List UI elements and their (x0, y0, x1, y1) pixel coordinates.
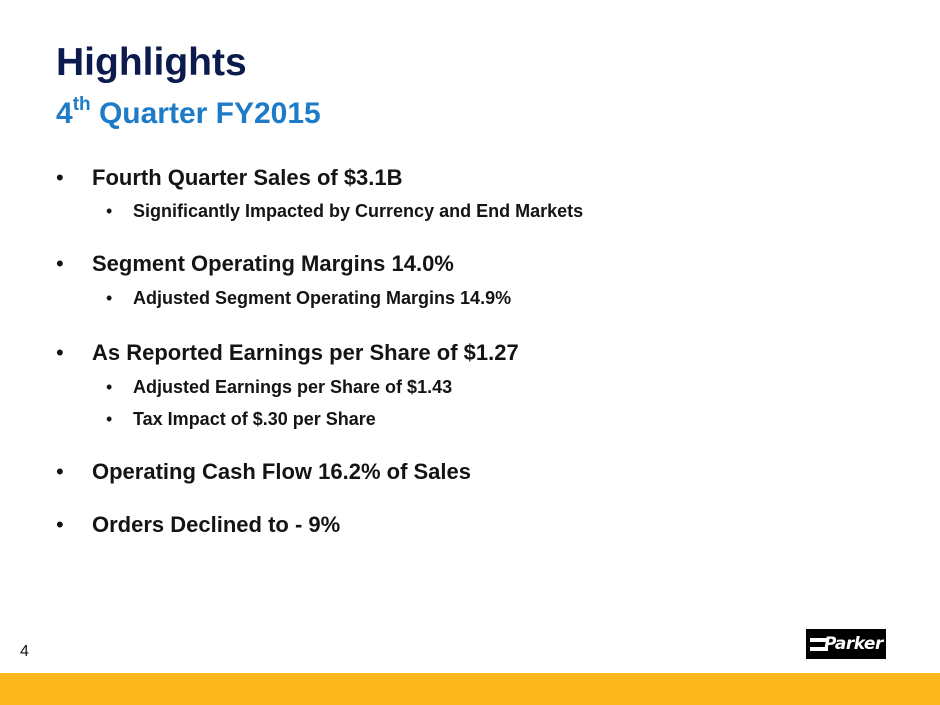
sub-bullet-item: • Adjusted Earnings per Share of $1.43 (106, 376, 452, 398)
subtitle-ordinal: th (72, 94, 91, 115)
sub-bullet-text: Adjusted Segment Operating Margins 14.9% (133, 288, 512, 308)
bullet-list: • Fourth Quarter Sales of $3.1B • Signific… (56, 165, 583, 538)
sub-bullet-text: Tax Impact of $.30 per Share (133, 409, 376, 429)
sub-bullet-item: • Adjusted Segment Operating Margins 14.9… (106, 287, 511, 309)
sub-bullet-item: • Significantly Impacted by Currency and … (106, 200, 583, 222)
bullet-marker: • (56, 251, 64, 276)
logo-wordmark: Parker (824, 634, 883, 654)
bullet-item: • Operating Cash Flow 16.2% of Sales (56, 459, 471, 485)
bullet-text: Fourth Quarter Sales of $3.1B (92, 165, 403, 190)
bullet-item: • Fourth Quarter Sales of $3.1B (56, 165, 403, 191)
subtitle-text: Quarter FY2015 (90, 97, 321, 130)
bullet-marker: • (56, 165, 64, 190)
bullet-marker: • (106, 409, 113, 429)
sub-bullet-text: Significantly Impacted by Currency and E… (133, 201, 584, 221)
sub-bullet-item: • Tax Impact of $.30 per Share (106, 408, 376, 430)
bullet-text: As Reported Earnings per Share of $1.27 (92, 340, 519, 365)
bullet-item: • As Reported Earnings per Share of $1.27 (56, 340, 519, 366)
sub-bullet-text: Adjusted Earnings per Share of $1.43 (133, 377, 453, 397)
logo-stripe (810, 638, 828, 642)
bullet-marker: • (56, 512, 64, 537)
bullet-text: Orders Declined to - 9% (92, 512, 341, 537)
bullet-marker: • (106, 288, 113, 308)
logo-stripe (810, 647, 828, 651)
slide-title: Highlights (56, 41, 247, 84)
bullet-marker: • (106, 377, 113, 397)
bullet-text: Operating Cash Flow 16.2% of Sales (92, 459, 471, 484)
slide-subtitle: 4th Quarter FY2015 (56, 89, 321, 132)
page-number: 4 (20, 643, 29, 660)
parker-logo: Parker (806, 629, 886, 659)
subtitle-number: 4 (56, 97, 73, 130)
bullet-item: • Segment Operating Margins 14.0% (56, 251, 454, 277)
bullet-marker: • (106, 201, 113, 221)
bullet-marker: • (56, 459, 64, 484)
bullet-item: • Orders Declined to - 9% (56, 512, 340, 538)
bullet-marker: • (56, 340, 64, 365)
bullet-text: Segment Operating Margins 14.0% (92, 251, 454, 276)
footer-bar (0, 673, 940, 705)
